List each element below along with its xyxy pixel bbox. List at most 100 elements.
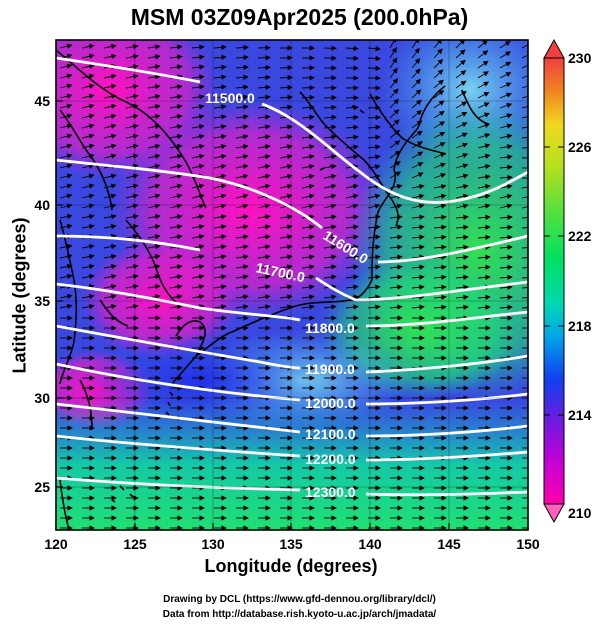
wind-arrow — [59, 153, 73, 159]
wind-arrow — [499, 113, 513, 119]
wind-arrow — [367, 154, 381, 160]
wind-arrow — [59, 123, 73, 129]
wind-arrow — [169, 163, 183, 170]
wind-arrow — [147, 84, 161, 90]
wind-arrow — [279, 304, 293, 310]
wind-arrow — [169, 274, 183, 280]
wind-arrow — [103, 143, 117, 149]
wind-arrow — [389, 234, 403, 240]
contour-12200 — [56, 434, 301, 458]
wind-arrow — [257, 124, 271, 130]
wind-arrow — [103, 133, 117, 139]
wind-arrow — [103, 173, 117, 179]
wind-arrow — [147, 183, 161, 189]
wind-arrow — [301, 254, 315, 260]
wind-arrow — [455, 132, 468, 139]
wind-arrow — [477, 71, 489, 79]
contour-label-12100: 12100.0 — [305, 426, 356, 442]
wind-arrow — [499, 234, 513, 241]
wind-arrow — [455, 224, 469, 230]
wind-arrow — [191, 64, 205, 70]
wind-arrow — [213, 114, 227, 120]
wind-arrow — [477, 112, 490, 119]
wind-arrow — [411, 130, 423, 139]
wind-arrow — [279, 173, 293, 180]
wind-arrow — [235, 74, 249, 81]
wind-arrow — [279, 193, 293, 199]
wind-arrow — [169, 113, 183, 120]
contour-12100b — [365, 424, 528, 438]
wind-arrow — [301, 183, 315, 190]
wind-arrow — [279, 124, 293, 130]
wind-arrow — [125, 153, 139, 159]
wind-arrow — [389, 109, 400, 119]
wind-arrow — [257, 274, 271, 280]
wind-arrow — [81, 183, 95, 189]
wind-arrow — [257, 244, 271, 250]
wind-arrow — [433, 110, 445, 119]
wind-arrow — [433, 100, 445, 109]
wind-arrow — [257, 294, 271, 300]
wind-arrow — [301, 294, 315, 300]
wind-arrow — [257, 144, 271, 150]
wind-arrow — [433, 254, 447, 260]
wind-arrow — [125, 273, 139, 280]
wind-arrow — [477, 274, 491, 281]
wind-arrow — [367, 65, 381, 72]
wind-arrow — [125, 203, 139, 209]
wind-arrow — [213, 274, 227, 280]
wind-arrow — [213, 173, 227, 180]
wind-arrow — [455, 59, 466, 69]
wind-arrow — [455, 183, 469, 190]
wind-arrow — [521, 227, 528, 229]
wind-arrow — [169, 94, 183, 100]
colorbar-label: 214 — [568, 407, 592, 423]
wind-arrow — [411, 234, 425, 240]
wind-arrow — [213, 203, 227, 209]
wind-arrow — [81, 253, 95, 260]
wind-arrow — [411, 47, 420, 59]
wind-arrow — [345, 234, 359, 240]
wind-arrow — [235, 304, 249, 310]
wind-arrow — [147, 304, 161, 310]
wind-arrow — [147, 133, 161, 140]
colorbar-label: 218 — [568, 318, 592, 334]
wind-arrow — [323, 254, 337, 260]
x-tick-label: 120 — [44, 536, 68, 552]
wind-arrow — [257, 74, 271, 81]
wind-arrow — [257, 163, 271, 170]
colorbar-label: 226 — [568, 139, 592, 155]
wind-arrow — [455, 49, 466, 59]
wind-arrow — [345, 134, 359, 140]
wind-arrow — [477, 193, 491, 200]
wind-arrow — [455, 284, 469, 290]
wind-arrow — [169, 64, 183, 70]
wind-arrow — [235, 173, 249, 180]
wind-arrow — [191, 224, 205, 230]
axis-ticks — [55, 100, 529, 530]
wind-arrow — [279, 64, 293, 71]
wind-arrow — [169, 224, 183, 230]
y-axis-label: Latitude (degrees) — [9, 217, 30, 374]
wind-arrow — [301, 163, 315, 170]
wind-arrow — [213, 74, 227, 80]
wind-arrow — [433, 203, 447, 209]
wind-arrow — [389, 40, 397, 49]
wind-arrow — [477, 183, 491, 190]
wind-arrow — [499, 214, 513, 221]
wind-arrow — [213, 193, 227, 199]
wind-arrow — [411, 78, 422, 89]
wind-arrow — [499, 72, 512, 79]
wind-arrow — [125, 263, 139, 270]
wind-arrow — [499, 224, 513, 231]
wind-arrow — [147, 103, 161, 110]
contour-12100 — [56, 402, 301, 434]
wind-arrow — [411, 254, 425, 260]
wind-arrow — [389, 47, 397, 59]
wind-arrow — [345, 214, 359, 220]
wind-arrow — [455, 214, 469, 220]
wind-arrow — [125, 283, 139, 290]
wind-arrow — [169, 84, 183, 90]
wind-arrow — [147, 93, 161, 100]
wind-arrow — [499, 193, 513, 200]
